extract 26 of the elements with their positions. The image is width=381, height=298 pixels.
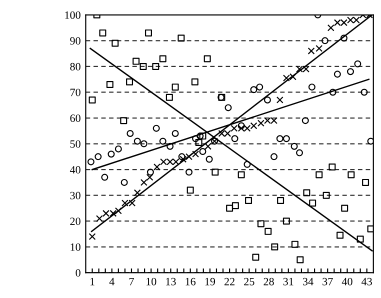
- y-tick-label: 60: [70, 114, 80, 122]
- y-tick-label: 0: [76, 269, 80, 277]
- x-tick-label: 4: [109, 278, 114, 286]
- x-tick-label: 22: [224, 278, 234, 286]
- x-tick-label: 1: [90, 278, 94, 286]
- y-tick-label: 90: [70, 37, 80, 45]
- x-tick-label: 25: [244, 278, 254, 286]
- y-tick-label: 70: [70, 88, 80, 96]
- x-tick-label: 37: [322, 278, 333, 286]
- y-tick-label: 100: [65, 11, 80, 19]
- x-tick-label: 40: [342, 278, 352, 286]
- y-tick-label: 20: [70, 218, 80, 226]
- x-tick-label: 10: [146, 278, 156, 286]
- x-tick-label: 34: [302, 278, 314, 286]
- x-tick-label: 7: [129, 278, 134, 286]
- x-tick-label: 13: [166, 278, 176, 286]
- x-tick-label: 28: [264, 278, 274, 286]
- x-tick-label: 19: [205, 278, 216, 286]
- x-tick-label: 16: [186, 278, 196, 286]
- x-tick-label: 43: [362, 278, 372, 286]
- y-tick-label: 50: [70, 140, 80, 148]
- y-tick-label: 40: [70, 166, 80, 174]
- y-tick-label: 80: [70, 62, 80, 70]
- y-tick-label: 10: [70, 243, 80, 251]
- x-tick-label: 31: [283, 278, 294, 286]
- y-tick-label: 30: [70, 192, 80, 200]
